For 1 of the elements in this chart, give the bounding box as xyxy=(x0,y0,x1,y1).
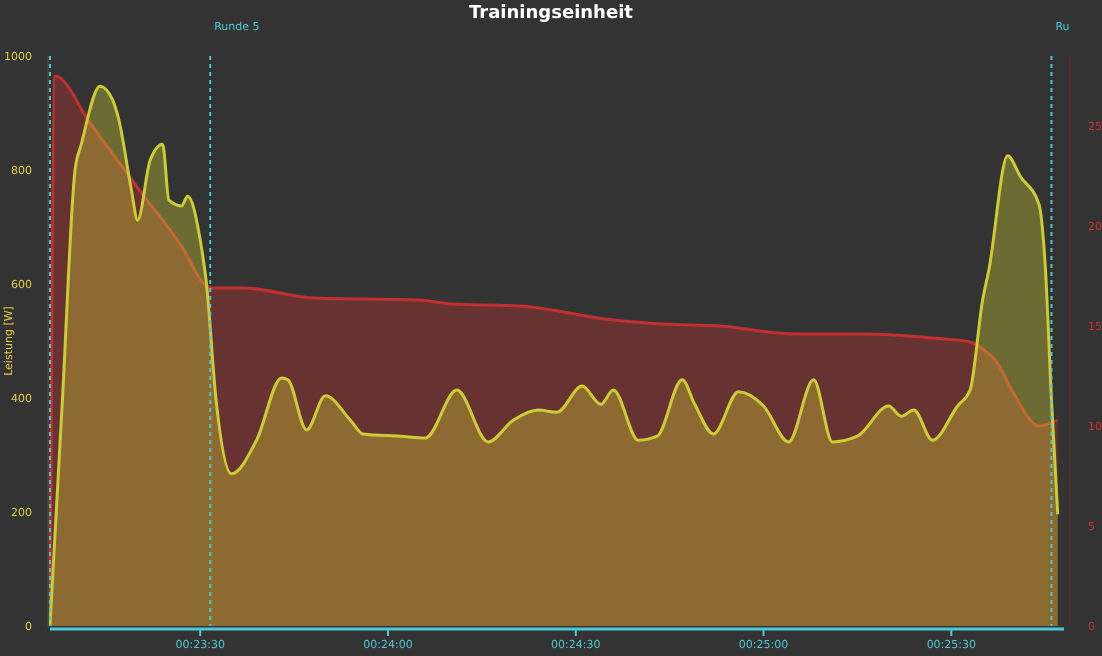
chart-title: Trainingseinheit xyxy=(469,4,635,24)
